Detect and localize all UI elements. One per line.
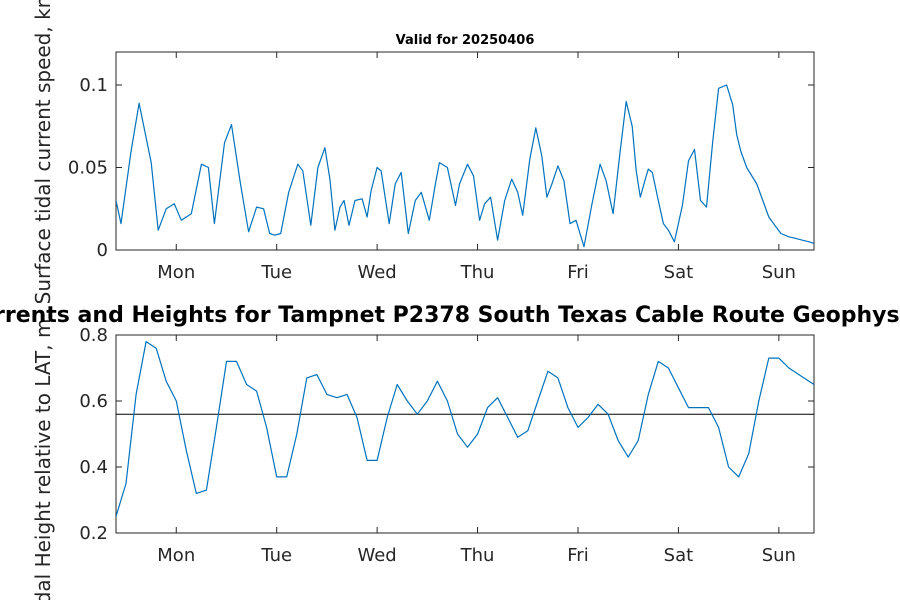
height-xtick-label: Mon	[157, 545, 195, 566]
speed-xtick-label: Sat	[664, 262, 694, 283]
height-title: Tidal Currents and Heights for Tampnet P…	[0, 303, 900, 328]
height-ytick-label: 0.6	[79, 391, 108, 412]
height-ytick-label: 0.4	[79, 457, 108, 478]
height-xtick-label: Thu	[460, 545, 495, 566]
tidal-height-axes: 0.2 0.4 0.6 0.8 Mon Tue Wed Thu Fri Sat Sun Tidal H…	[0, 303, 900, 600]
speed-xtick-label: Sun	[762, 262, 796, 283]
current-speed-axes: 0 0.05 0.1 Mon Tue Wed Thu Fri Sat Sun Surface tid…	[31, 0, 815, 304]
speed-series-line	[116, 84, 814, 248]
speed-xtick-label: Fri	[567, 262, 588, 283]
height-series-line	[116, 341, 814, 517]
height-xtick-label: Wed	[357, 545, 396, 566]
speed-xtick-label: Wed	[357, 262, 396, 283]
speed-ytick-label: 0	[97, 240, 108, 261]
height-xtick-label: Tue	[260, 545, 292, 566]
speed-ytick-label: 0.05	[68, 158, 108, 179]
height-ytick-label: 0.8	[79, 325, 108, 346]
speed-ytick-label: 0.1	[79, 75, 108, 96]
height-ytick-label: 0.2	[79, 523, 108, 544]
height-xtick-label: Sun	[762, 545, 796, 566]
height-ylabel: Tidal Height relative to LAT, m	[31, 319, 55, 600]
speed-xtick-label: Tue	[260, 262, 292, 283]
speed-title: Valid for 20250406	[396, 33, 535, 48]
speed-xtick-label: Mon	[157, 262, 195, 283]
height-xtick-label: Sat	[664, 545, 694, 566]
speed-plot-area	[115, 51, 815, 251]
speed-xtick-label: Thu	[460, 262, 495, 283]
height-xtick-label: Fri	[567, 545, 588, 566]
height-plot-area	[115, 334, 815, 534]
speed-ylabel: Surface tidal current speed, kn	[31, 0, 55, 304]
